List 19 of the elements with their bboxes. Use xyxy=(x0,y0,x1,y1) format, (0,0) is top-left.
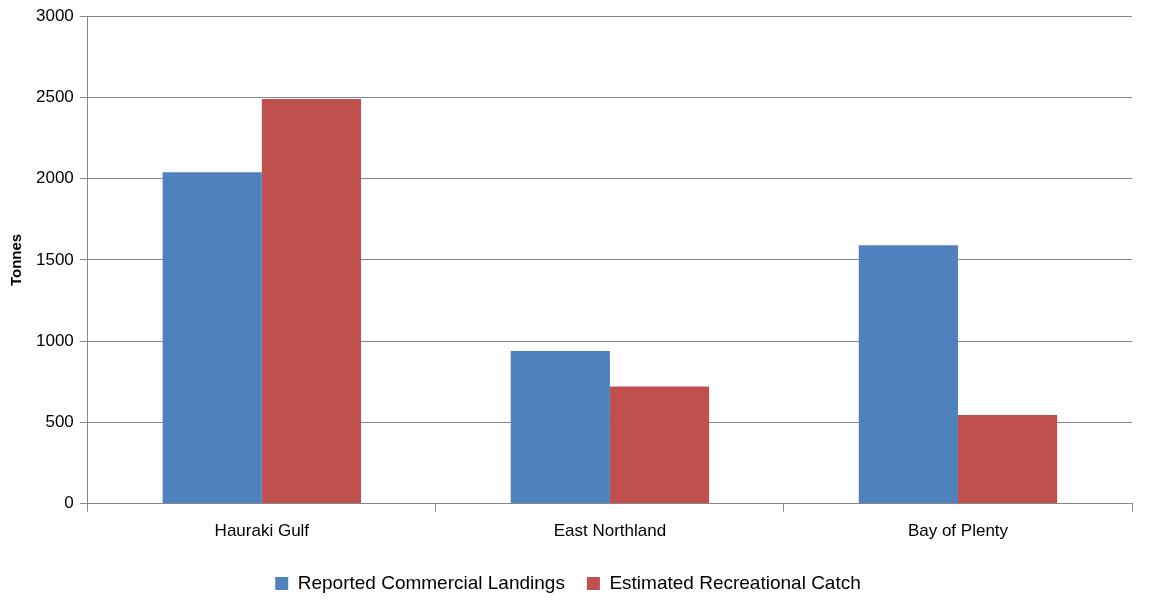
y-tick-label: 1500 xyxy=(35,249,74,269)
bar xyxy=(858,245,958,504)
x-tick-label: Hauraki Gulf xyxy=(214,521,310,541)
y-axis-title: Tonnes xyxy=(7,233,25,287)
bar xyxy=(162,172,262,504)
x-tick-label: East Northland xyxy=(553,521,667,541)
y-tick-label: 0 xyxy=(64,493,74,513)
y-tick-label: 3000 xyxy=(35,5,74,25)
bar xyxy=(957,415,1058,504)
bar xyxy=(261,99,362,504)
bar xyxy=(510,350,610,504)
legend-label: Estimated Recreational Catch xyxy=(609,571,861,593)
y-tick-label: 500 xyxy=(45,412,74,432)
y-tick-label: 2000 xyxy=(35,168,74,188)
x-tick-label: Bay of Plenty xyxy=(907,521,1009,541)
y-tick-label: 2500 xyxy=(35,87,74,107)
legend-label: Reported Commercial Landings xyxy=(297,571,565,593)
bar xyxy=(609,386,710,504)
y-tick-label: 1000 xyxy=(35,330,74,350)
